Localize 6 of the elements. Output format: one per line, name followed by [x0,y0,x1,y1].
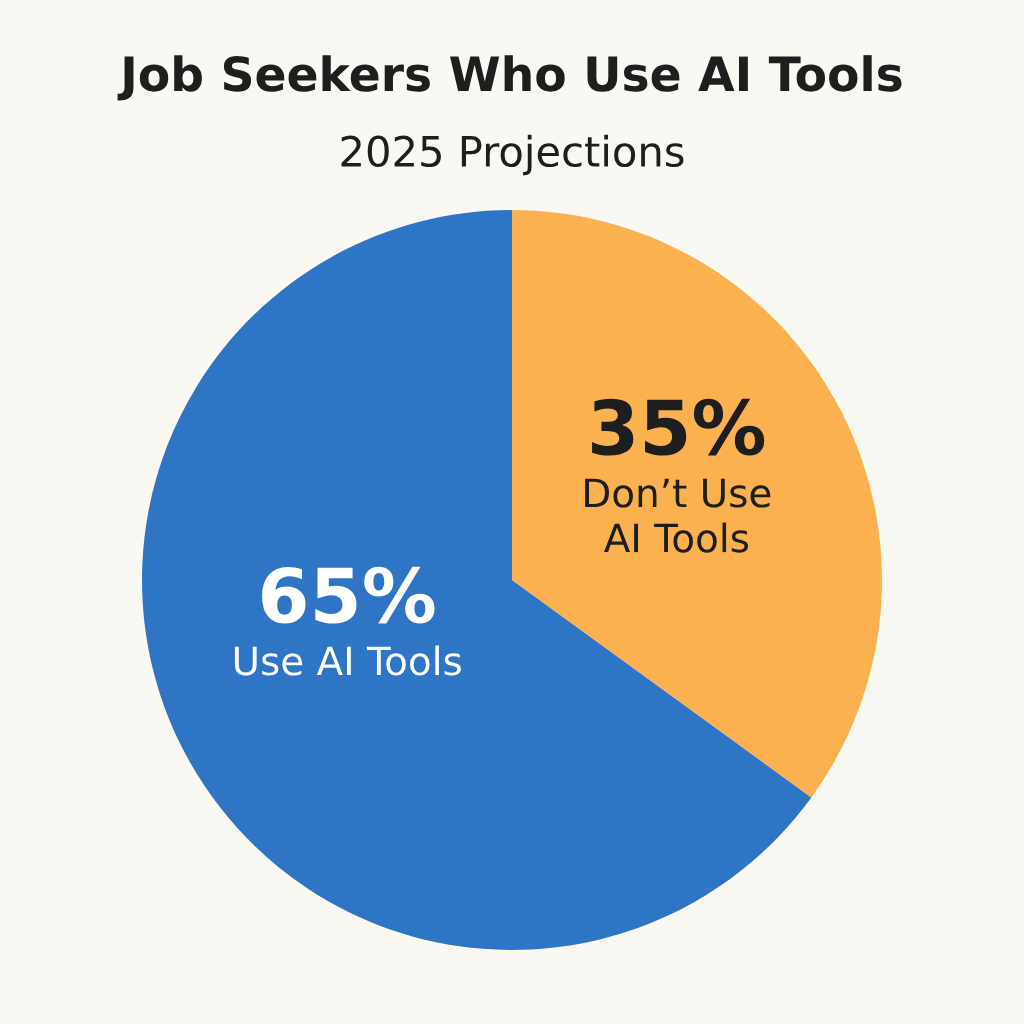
slice-label: Don’t Use AI Tools [585,478,771,553]
chart-title: Job Seekers Who Use AI Tools [117,55,902,101]
slice-label: Use AI Tools [234,645,461,676]
data-label: 65% [262,566,435,624]
chart-subtitle: 2025 Projections [341,134,684,176]
data-label: 35% [592,398,765,456]
